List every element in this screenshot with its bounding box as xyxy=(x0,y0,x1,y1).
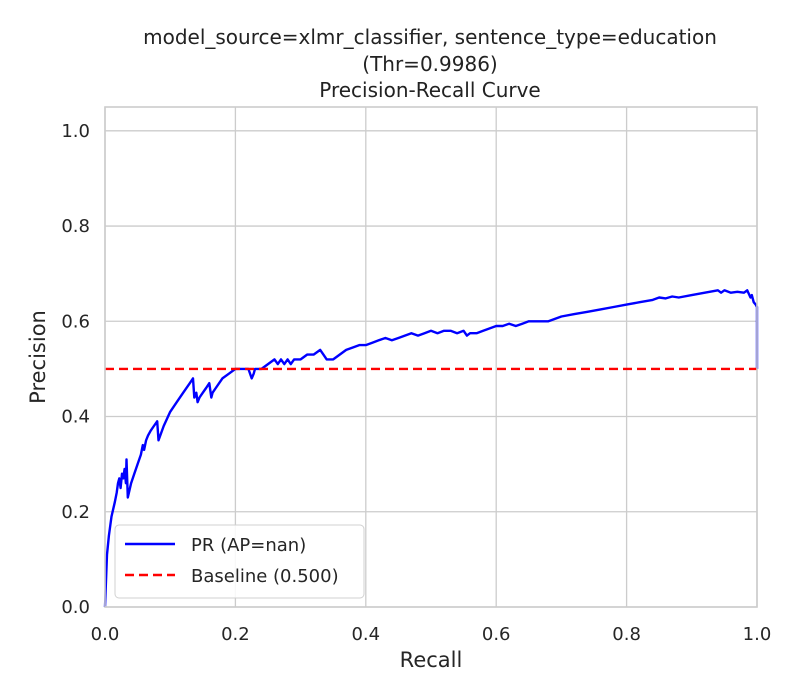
y-tick-label: 0.8 xyxy=(61,216,90,237)
chart-title-line-3: Precision-Recall Curve xyxy=(319,78,541,102)
x-tick-label: 0.2 xyxy=(221,624,250,645)
x-tick-label: 0.8 xyxy=(612,624,641,645)
y-tick-label: 0.0 xyxy=(61,597,90,618)
y-tick-label: 0.4 xyxy=(61,407,90,428)
legend-pr-label: PR (AP=nan) xyxy=(191,535,306,556)
y-tick-label: 1.0 xyxy=(61,121,90,142)
x-tick-label: 0.6 xyxy=(482,624,511,645)
x-tick-label: 0.0 xyxy=(91,624,120,645)
y-axis-label: Precision xyxy=(26,310,50,404)
x-axis-label: Recall xyxy=(400,648,463,672)
legend: PR (AP=nan) Baseline (0.500) xyxy=(114,524,365,599)
legend-baseline-label: Baseline (0.500) xyxy=(191,566,339,587)
x-tick-label: 1.0 xyxy=(743,624,772,645)
y-tick-label: 0.2 xyxy=(61,502,90,523)
chart-title-line-2: (Thr=0.9986) xyxy=(362,52,498,76)
pr-curve-line xyxy=(103,289,759,608)
chart-title-line-1: model_source=xlmr_classifier, sentence_t… xyxy=(143,25,717,49)
plot-frame xyxy=(104,106,758,608)
y-tick-label: 0.6 xyxy=(61,311,90,332)
legend-box xyxy=(114,524,365,599)
axis-ticks: 0.0 0.2 0.4 0.6 0.8 1.0 0.0 0.2 0.4 0.6 0.8 1.0 xyxy=(61,121,771,645)
x-tick-label: 0.4 xyxy=(351,624,380,645)
plot-area xyxy=(103,289,759,608)
